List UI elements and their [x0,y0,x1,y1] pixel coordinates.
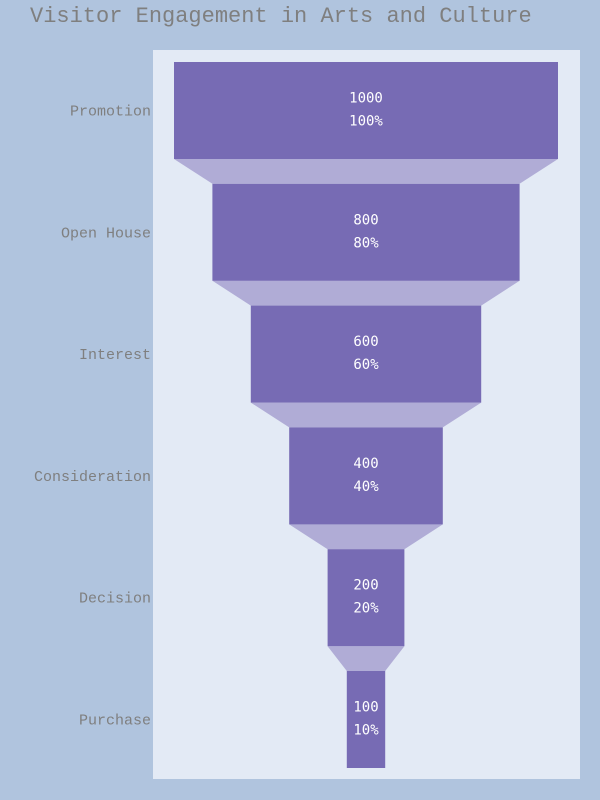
value-label: 600 [353,334,378,350]
value-label: 200 [353,578,378,594]
funnel-connector-3 [250,402,482,428]
stage-label: Decision [79,591,151,608]
funnel-bar-interest [250,305,482,403]
funnel-bars [174,62,558,768]
funnel-bar-promotion [174,62,558,159]
stage-label: Promotion [70,104,151,121]
percent-label: 80% [353,235,379,251]
funnel-bar-open-house [212,183,520,281]
percent-label: 100% [349,114,383,130]
value-label: 100 [353,700,378,716]
percent-label: 40% [353,479,379,495]
percent-label: 20% [353,601,379,617]
value-label: 800 [353,212,378,228]
stage-label: Interest [79,347,151,364]
percent-label: 10% [353,723,379,739]
funnel-connector-5 [327,646,405,671]
funnel-connectors [174,159,558,671]
funnel-bar-consideration [289,427,443,525]
stage-label: Consideration [34,469,151,486]
percent-label: 60% [353,357,379,373]
stage-label: Purchase [79,713,151,730]
funnel-connector-2 [212,280,520,306]
value-label: 1000 [349,91,383,107]
stage-label: Open House [61,225,151,242]
value-label: 400 [353,456,378,472]
funnel-connector-4 [289,524,443,550]
funnel-bar-decision [327,549,405,647]
chart-title: Visitor Engagement in Arts and Culture [30,4,532,29]
funnel-labels: Promotion 1000 100% Open House 800 80% Interes… [34,91,383,739]
funnel-connector-1 [174,159,558,184]
funnel-bar-purchase [346,671,386,768]
